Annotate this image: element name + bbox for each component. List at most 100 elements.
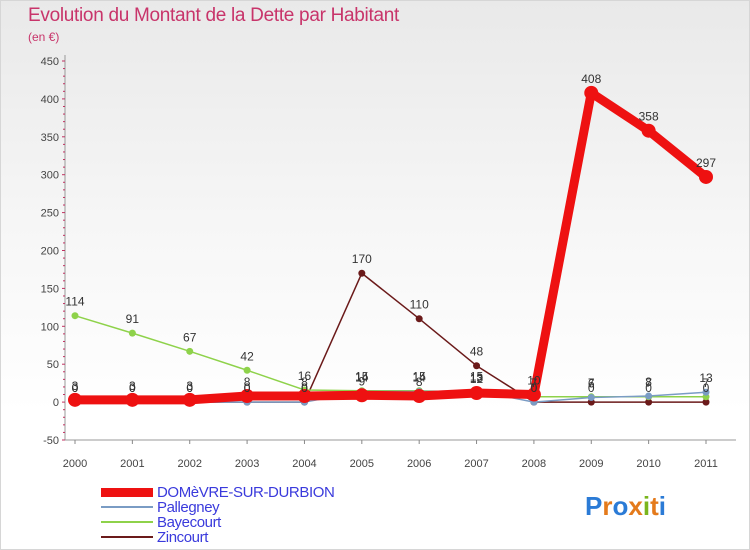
- data-label-1: 6: [588, 377, 595, 391]
- data-label-3: 0: [301, 381, 308, 395]
- data-label-2: 67: [183, 330, 197, 344]
- y-tick-label: 250: [41, 208, 59, 220]
- data-label-3: 0: [72, 381, 79, 395]
- data-label-1: 14: [413, 370, 427, 384]
- data-point-0: [699, 169, 713, 184]
- series-line-3: [74, 272, 707, 403]
- logo-letter: P: [585, 491, 603, 521]
- data-point-0: [125, 392, 140, 407]
- data-label-2: 42: [240, 349, 254, 363]
- data-label-1: 0: [186, 381, 193, 395]
- data-label-2: 7: [531, 376, 538, 390]
- data-point-1: [702, 388, 710, 396]
- y-tick-label: 100: [41, 321, 59, 333]
- data-point-0: [469, 386, 484, 401]
- legend-swatch: [101, 506, 153, 508]
- y-tick-label: 0: [53, 397, 59, 409]
- data-label-2: 114: [65, 295, 84, 309]
- logo-letter: i: [642, 491, 651, 521]
- legend-swatch: [101, 536, 153, 538]
- x-tick-label: 2010: [636, 458, 660, 470]
- x-tick-label: 2003: [235, 458, 259, 470]
- data-label-0: 3: [186, 379, 193, 393]
- x-tick-label: 2006: [407, 458, 431, 470]
- data-label-3: 0: [531, 381, 538, 395]
- data-label-2: 16: [298, 369, 312, 383]
- data-label-0: 3: [129, 379, 136, 393]
- x-tick-label: 2011: [694, 458, 718, 470]
- data-label-3: 0: [588, 381, 595, 395]
- y-tick-label: 300: [41, 170, 59, 182]
- data-label-0: 10: [527, 374, 541, 388]
- data-label-2: 7: [588, 376, 595, 390]
- data-label-0: 12: [470, 372, 484, 386]
- data-point-0: [68, 392, 82, 407]
- data-point-3: [473, 362, 481, 370]
- proxiti-logo: Proxiti: [585, 491, 666, 522]
- data-point-0: [584, 85, 599, 100]
- x-tick-label: 2009: [579, 458, 603, 470]
- data-point-3: [415, 315, 423, 323]
- logo-letter: i: [658, 491, 666, 521]
- x-tick-label: 2001: [120, 458, 144, 470]
- data-point-3: [358, 269, 366, 277]
- data-point-2: [71, 312, 79, 320]
- series-line-0: [70, 88, 711, 405]
- data-label-1: 0: [301, 381, 308, 395]
- data-label-2: 7: [703, 376, 710, 390]
- y-tick-label: 400: [41, 94, 59, 106]
- y-tick-label: 50: [47, 359, 59, 371]
- data-point-2: [128, 329, 136, 337]
- data-label-3: 110: [410, 298, 429, 312]
- data-point-1: [645, 392, 653, 400]
- legend-swatch: [101, 487, 153, 497]
- data-label-1: 0: [244, 381, 251, 395]
- legend-label: Zincourt: [157, 529, 208, 546]
- data-label-3: 170: [352, 252, 372, 266]
- data-label-3: 0: [129, 381, 136, 395]
- data-label-3: 48: [470, 345, 484, 359]
- data-point-2: [186, 347, 194, 355]
- legend-swatch: [101, 521, 153, 523]
- data-point-0: [240, 389, 255, 404]
- x-tick-label: 2005: [350, 458, 374, 470]
- y-tick-label: -50: [43, 435, 59, 447]
- data-label-1: 0: [531, 381, 538, 395]
- data-point-0: [526, 387, 541, 402]
- data-label-0: 8: [416, 375, 423, 389]
- data-label-2: 91: [126, 312, 140, 326]
- y-tick-label: 150: [41, 283, 59, 295]
- data-label-3: 0: [645, 381, 652, 395]
- data-label-1: 14: [355, 370, 369, 384]
- data-label-1: 13: [699, 371, 713, 385]
- data-label-3: 0: [244, 381, 251, 395]
- logo-letter: t: [650, 491, 659, 521]
- data-label-2: 15: [413, 370, 427, 384]
- data-label-1: 0: [72, 381, 79, 395]
- data-label-0: 297: [696, 156, 716, 170]
- data-label-0: 3: [72, 379, 79, 393]
- legend-label: DOMèVRE-SUR-DURBION: [157, 484, 335, 501]
- data-label-0: 358: [639, 110, 659, 124]
- data-point-0: [182, 392, 197, 407]
- data-label-0: 8: [244, 375, 251, 389]
- data-point-0: [641, 123, 656, 138]
- data-point-0: [412, 389, 427, 404]
- x-tick-label: 2008: [522, 458, 546, 470]
- series-line-2: [74, 314, 707, 398]
- logo-letter: o: [612, 491, 629, 521]
- data-label-1: 15: [470, 370, 484, 384]
- data-point-3: [645, 398, 653, 406]
- chart-title: Evolution du Montant de la Dette par Hab…: [28, 5, 399, 26]
- data-point-2: [243, 366, 251, 374]
- x-tick-label: 2007: [464, 458, 488, 470]
- data-label-2: 13: [470, 371, 484, 385]
- unit-label: (en €): [28, 30, 60, 44]
- x-tick-label: 2002: [177, 458, 201, 470]
- data-point-3: [702, 398, 710, 406]
- data-point-0: [354, 388, 369, 403]
- data-point-0: [297, 389, 312, 404]
- data-label-0: 408: [581, 72, 601, 86]
- logo-letter: x: [628, 491, 643, 521]
